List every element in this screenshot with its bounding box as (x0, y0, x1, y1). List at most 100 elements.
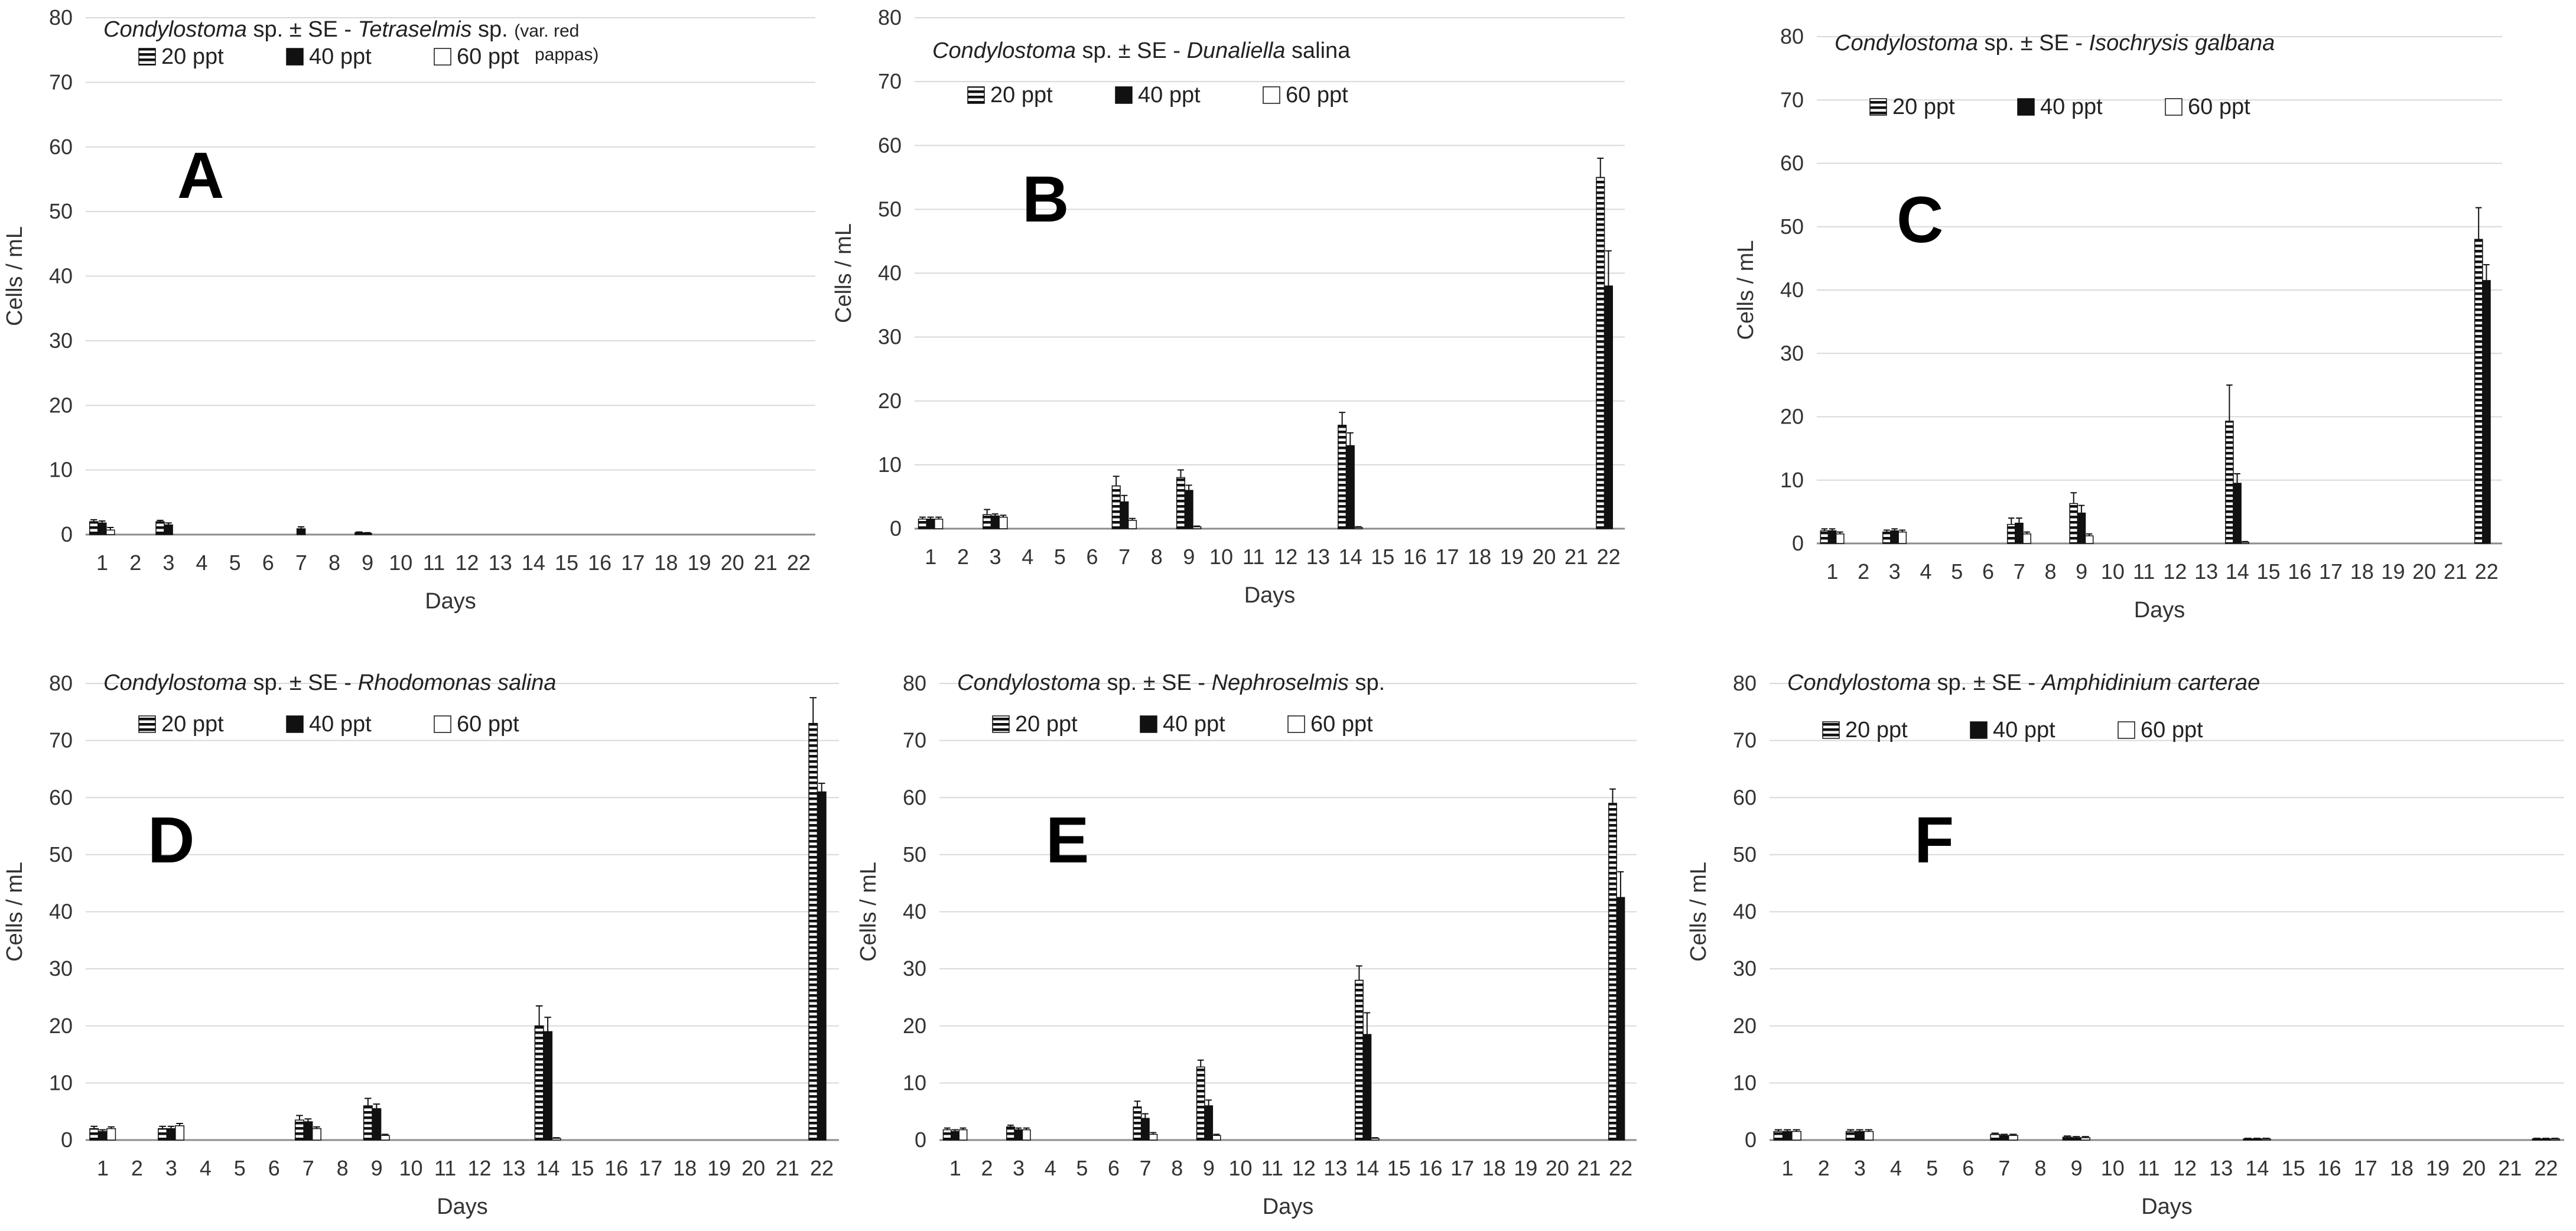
x-tick-label: 18 (673, 1156, 697, 1180)
bar-40-ppt-day-14 (543, 1031, 553, 1141)
bar-40-ppt-day-14 (2252, 1138, 2262, 1141)
x-tick-label: 5 (1054, 545, 1066, 569)
legend-label: 20 ppt (1015, 712, 1078, 737)
x-tick-label: 10 (1209, 545, 1233, 569)
x-tick-label: 3 (1854, 1156, 1866, 1180)
y-tick-label: 10 (878, 452, 902, 477)
bar-20-ppt-day-7 (294, 1119, 304, 1141)
legend-label: 20 ppt (1892, 95, 1955, 119)
bar-60-ppt-day-1 (934, 519, 944, 529)
x-tick-label: 6 (262, 551, 274, 575)
bar-20-ppt-day-9 (354, 532, 364, 535)
panel-letter: F (1914, 804, 1954, 877)
bar-60-ppt-day-22 (2550, 1138, 2560, 1141)
bar-40-ppt-day-9 (2077, 512, 2086, 544)
panel-letter: A (177, 139, 224, 212)
bar-20-ppt-day-22 (1608, 803, 1617, 1141)
x-tick-label: 5 (1951, 559, 1963, 584)
bar-40-ppt-day-7 (1999, 1135, 2009, 1141)
x-axis-title: Days (1263, 1194, 1314, 1219)
legend-label: 60 ppt (1286, 83, 1348, 108)
x-tick-label: 1 (97, 1156, 109, 1180)
bar-20-ppt-day-7 (2006, 524, 2016, 544)
bar-40-ppt-day-14 (1345, 445, 1355, 529)
x-tick-label: 14 (2226, 559, 2249, 584)
chart-title-part: Rhodomonas salina (358, 670, 557, 695)
x-tick-label: 4 (200, 1156, 212, 1180)
bar-60-ppt-day-1 (106, 1128, 116, 1141)
bar-20-ppt-day-9 (2062, 1136, 2073, 1141)
x-tick-label: 19 (707, 1156, 731, 1180)
x-tick-label: 16 (2318, 1156, 2341, 1180)
x-tick-label: 2 (1858, 559, 1869, 584)
x-tick-label: 14 (1339, 545, 1362, 569)
y-tick-label: 0 (61, 522, 73, 546)
bar-60-ppt-day-3 (1022, 1129, 1031, 1141)
bar-20-ppt-day-22 (2474, 239, 2483, 544)
y-tick-label: 50 (49, 842, 73, 867)
y-tick-label: 10 (1733, 1070, 1757, 1095)
x-tick-label: 15 (1371, 545, 1394, 569)
x-tick-label: 15 (1387, 1156, 1411, 1180)
bar-20-ppt-day-9 (1196, 1066, 1205, 1141)
y-tick-label: 60 (903, 785, 926, 809)
y-tick-label: 20 (878, 389, 902, 413)
bar-20-ppt-day-1 (89, 521, 99, 535)
x-tick-label: 3 (162, 551, 174, 575)
x-axis-title: Days (2134, 598, 2185, 623)
x-tick-label: 12 (456, 551, 479, 575)
x-tick-label: 20 (2462, 1156, 2486, 1180)
panel-letter: D (148, 804, 194, 877)
legend-swatch (1140, 715, 1157, 733)
bar-20-ppt-day-3 (155, 521, 165, 535)
y-tick-label: 60 (878, 133, 902, 157)
chart-title: Condylostoma sp. ± SE - Amphidinium cart… (1787, 670, 2260, 695)
legend-swatch (1115, 86, 1133, 104)
x-tick-label: 1 (949, 1156, 961, 1180)
x-tick-label: 10 (389, 551, 412, 575)
bar-60-ppt-day-14 (2260, 1138, 2271, 1141)
bar-60-ppt-day-9 (1212, 1135, 1221, 1141)
x-tick-label: 22 (1597, 545, 1621, 569)
y-tick-label: 30 (1733, 956, 1757, 981)
bar-40-ppt-day-9 (363, 533, 372, 535)
legend-swatch (434, 715, 451, 733)
x-tick-label: 8 (1151, 545, 1163, 569)
x-tick-label: 17 (2319, 559, 2343, 584)
bar-40-ppt-day-3 (990, 515, 1000, 529)
x-tick-label: 19 (687, 551, 711, 575)
x-tick-label: 8 (1171, 1156, 1183, 1180)
chart-title-part: sp. ± SE - (247, 670, 358, 695)
y-tick-label: 50 (878, 197, 902, 221)
bar-60-ppt-day-1 (106, 529, 115, 535)
bar-20-ppt-day-1 (918, 519, 927, 529)
bar-20-ppt-day-14 (534, 1025, 544, 1141)
legend-label: 60 ppt (2188, 95, 2250, 119)
legend-swatch (434, 48, 451, 66)
bar-20-ppt-day-9 (2069, 503, 2079, 544)
y-axis-title: Cells / mL (1686, 862, 1711, 962)
x-tick-label: 8 (2035, 1156, 2047, 1180)
y-tick-label: 40 (903, 900, 926, 924)
x-tick-label: 1 (925, 545, 936, 569)
x-tick-label: 17 (1435, 545, 1459, 569)
bar-20-ppt-day-22 (1596, 177, 1605, 529)
legend-swatch (286, 715, 304, 733)
legend-label: 60 ppt (457, 712, 519, 737)
chart-title-part: sp. ± SE - (1076, 38, 1187, 63)
x-tick-label: 13 (489, 551, 512, 575)
x-tick-label: 7 (2014, 559, 2025, 584)
chart-title-part: Condylostoma (1787, 670, 1931, 695)
x-tick-label: 18 (1468, 545, 1491, 569)
x-tick-label: 17 (2354, 1156, 2377, 1180)
y-tick-label: 20 (1733, 1014, 1757, 1038)
bar-60-ppt-day-14 (2240, 542, 2250, 544)
x-tick-label: 15 (2281, 1156, 2305, 1180)
x-tick-label: 18 (2390, 1156, 2414, 1180)
x-tick-label: 20 (1546, 1156, 1569, 1180)
bar-40-ppt-day-7 (1140, 1118, 1150, 1141)
